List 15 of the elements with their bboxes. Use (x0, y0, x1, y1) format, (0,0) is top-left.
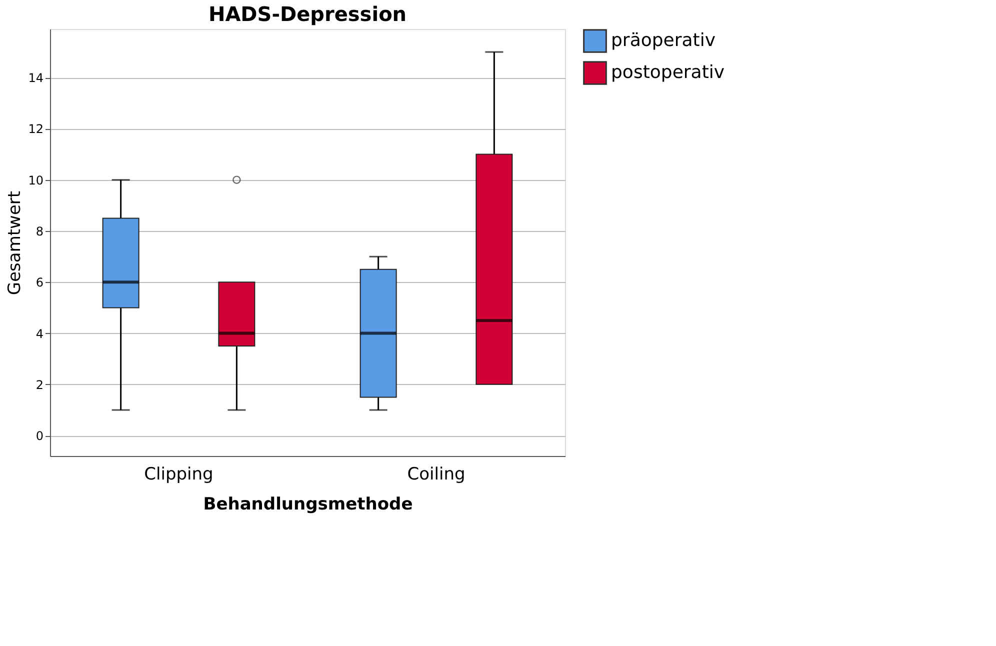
y-axis-title: Gesamtwert (5, 190, 26, 296)
y-tick-label: 12 (28, 122, 44, 136)
y-tick-label: 4 (36, 326, 44, 341)
x-tick-label: Clipping (144, 464, 214, 484)
x-axis-title: Behandlungsmethode (203, 494, 413, 514)
legend-label: präoperativ (611, 30, 716, 51)
x-tick-label: Coiling (407, 464, 466, 484)
y-tick-label: 2 (36, 378, 44, 392)
legend-label: postoperativ (611, 62, 725, 83)
y-tick-label: 0 (36, 429, 44, 444)
y-tick-label: 14 (28, 71, 44, 86)
chart-title: HADS-Depression (208, 2, 407, 26)
y-tick-label: 8 (36, 224, 44, 238)
y-tick-label: 6 (36, 276, 44, 290)
y-tick-label: 10 (28, 173, 44, 188)
